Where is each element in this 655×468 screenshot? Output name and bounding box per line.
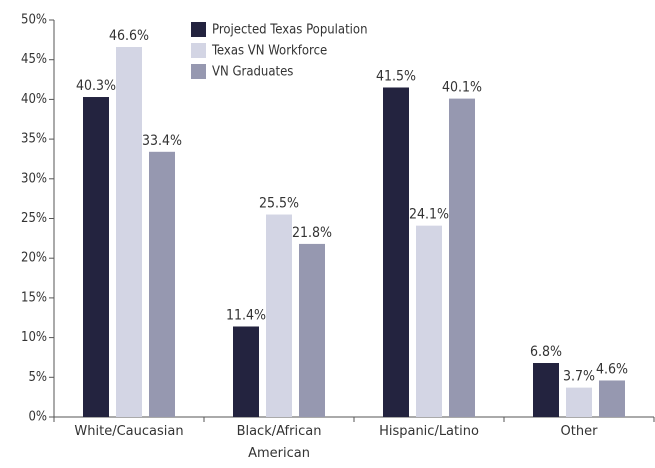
value-label: 6.8% [530, 344, 562, 360]
value-label: 21.8% [292, 225, 332, 241]
bar [533, 363, 559, 417]
bar [83, 97, 109, 417]
x-tick-label: Hispanic/Latino [379, 424, 479, 439]
bar [299, 243, 325, 417]
bar [116, 46, 142, 417]
value-label: 33.4% [142, 133, 182, 149]
bar [599, 380, 625, 417]
legend-label: VN Graduates [212, 65, 293, 80]
x-tick-label: Black/African American [236, 424, 322, 461]
legend-swatch [191, 64, 206, 79]
y-tick-label: 10% [21, 330, 47, 345]
value-label: 41.5% [376, 68, 416, 84]
legend-swatch [191, 43, 206, 58]
value-label: 40.1% [442, 80, 482, 96]
legend-swatch [191, 22, 206, 37]
y-tick-label: 15% [21, 290, 47, 305]
legend-label: Projected Texas Population [212, 23, 368, 38]
y-tick-label: 25% [21, 211, 47, 226]
x-tick-label: Other [560, 424, 598, 439]
value-label: 4.6% [596, 361, 628, 377]
value-label: 25.5% [259, 196, 299, 212]
value-label: 40.3% [76, 78, 116, 94]
bar [233, 326, 259, 417]
y-tick-label: 50% [21, 13, 47, 28]
y-tick-label: 5% [28, 370, 47, 385]
value-label: 24.1% [409, 207, 449, 223]
bar [449, 98, 475, 417]
y-tick-label: 45% [21, 52, 47, 67]
bar [416, 225, 442, 417]
y-tick-label: 0% [28, 410, 47, 425]
x-tick-label: White/Caucasian [74, 424, 184, 439]
bar [266, 214, 292, 417]
y-tick-label: 40% [21, 92, 47, 107]
y-tick-label: 20% [21, 251, 47, 266]
y-tick-label: 30% [21, 171, 47, 186]
bar [566, 387, 592, 417]
legend-label: Texas VN Workforce [211, 44, 327, 59]
bar [383, 87, 409, 418]
y-tick-label: 35% [21, 132, 47, 147]
value-label: 46.6% [109, 28, 149, 44]
bar [149, 151, 175, 417]
value-label: 11.4% [226, 307, 266, 323]
value-label: 3.7% [563, 369, 595, 385]
